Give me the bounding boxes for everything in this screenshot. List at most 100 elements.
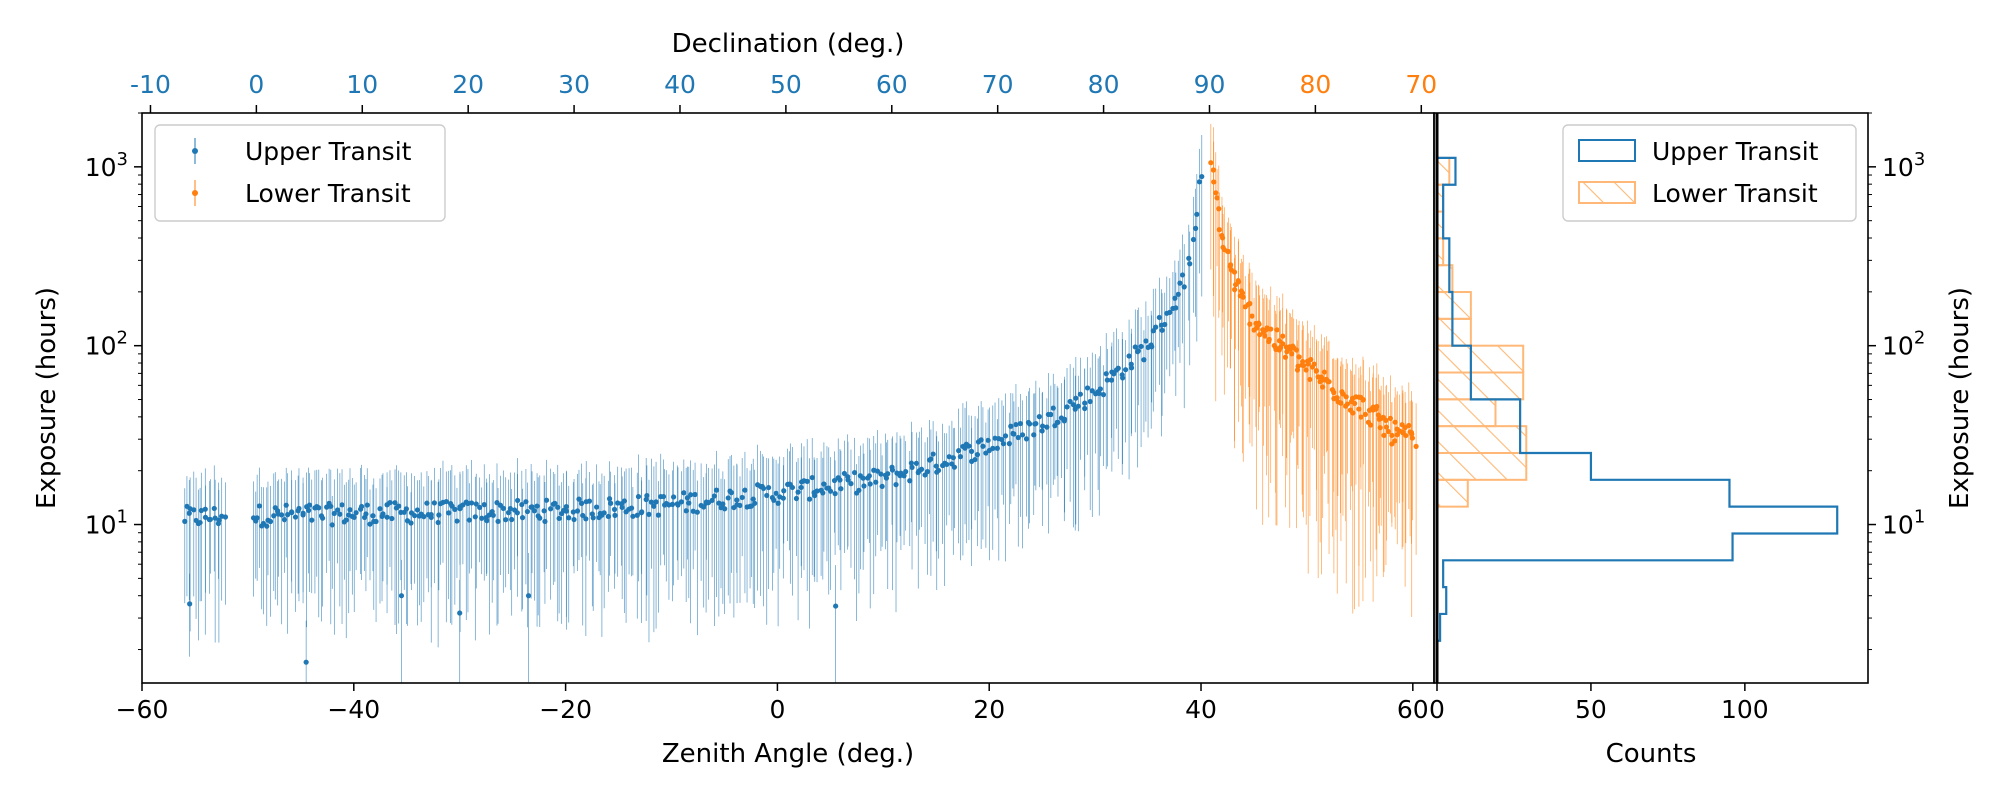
data-point bbox=[1266, 336, 1272, 343]
data-point bbox=[1104, 377, 1110, 383]
data-point bbox=[285, 512, 291, 518]
data-point bbox=[1256, 321, 1262, 327]
data-point bbox=[479, 515, 485, 521]
upper-transit-histogram bbox=[1435, 131, 1839, 668]
data-point bbox=[1381, 432, 1387, 438]
data-point bbox=[541, 508, 547, 514]
lower-transit-legend-marker bbox=[192, 190, 198, 196]
data-point bbox=[701, 504, 707, 510]
data-point bbox=[1181, 284, 1187, 290]
data-point bbox=[635, 493, 642, 500]
lower-transit-legend-label: Lower Transit bbox=[245, 179, 411, 208]
y-axis-label: Exposure (hours) bbox=[32, 287, 62, 509]
data-point bbox=[435, 519, 441, 526]
data-point bbox=[531, 508, 537, 514]
data-point bbox=[593, 504, 600, 510]
data-point bbox=[1232, 287, 1238, 293]
data-point bbox=[387, 499, 393, 506]
data-point bbox=[739, 494, 745, 501]
data-point bbox=[930, 451, 936, 457]
data-point bbox=[885, 471, 891, 477]
data-point bbox=[1293, 347, 1300, 353]
data-point bbox=[1019, 432, 1026, 438]
data-point bbox=[1262, 333, 1268, 339]
data-point bbox=[883, 475, 889, 481]
data-point bbox=[1015, 434, 1021, 441]
lower-transit-hist-legend-swatch bbox=[1578, 181, 1636, 204]
data-point bbox=[472, 514, 478, 520]
data-point bbox=[781, 488, 787, 494]
declination-tick-label: 80 bbox=[1088, 70, 1120, 99]
data-point bbox=[1082, 400, 1088, 406]
x-tick-label: −20 bbox=[539, 695, 592, 724]
data-point bbox=[795, 489, 801, 495]
data-point bbox=[343, 517, 349, 523]
histogram-bar bbox=[1436, 317, 1472, 347]
data-point bbox=[1225, 248, 1231, 255]
data-point bbox=[1377, 425, 1383, 431]
data-point bbox=[1331, 389, 1337, 396]
data-point bbox=[495, 518, 501, 524]
data-point bbox=[1120, 375, 1126, 381]
data-point bbox=[443, 498, 449, 505]
data-point bbox=[353, 510, 359, 516]
data-point bbox=[648, 499, 654, 505]
data-point bbox=[563, 504, 569, 510]
data-point bbox=[306, 502, 313, 508]
declination-tick-label: 80 bbox=[1299, 70, 1331, 99]
data-point bbox=[202, 514, 209, 520]
data-point bbox=[962, 445, 968, 451]
data-point bbox=[1253, 325, 1260, 331]
data-point bbox=[1356, 406, 1362, 412]
data-point bbox=[555, 504, 561, 510]
data-point bbox=[1193, 225, 1199, 231]
data-point bbox=[283, 502, 289, 508]
data-point bbox=[329, 522, 335, 528]
data-point bbox=[874, 468, 881, 474]
y-tick-label: 102 bbox=[85, 328, 128, 361]
data-point bbox=[621, 498, 628, 504]
data-point bbox=[216, 517, 222, 523]
data-point bbox=[1177, 280, 1183, 286]
data-point bbox=[1055, 419, 1061, 425]
data-point bbox=[1149, 344, 1155, 350]
data-point bbox=[580, 512, 586, 519]
data-point bbox=[1280, 341, 1286, 347]
data-point bbox=[1249, 313, 1255, 319]
data-point bbox=[1240, 294, 1246, 300]
data-point bbox=[1132, 344, 1138, 350]
declination-tick-label: 70 bbox=[982, 70, 1014, 99]
data-point bbox=[1033, 420, 1039, 427]
data-point bbox=[1216, 206, 1222, 212]
data-point bbox=[1352, 400, 1358, 407]
data-point bbox=[1282, 354, 1289, 360]
data-point bbox=[694, 509, 700, 515]
data-point bbox=[212, 515, 218, 521]
data-point bbox=[985, 437, 991, 443]
data-point bbox=[1303, 367, 1309, 373]
data-point bbox=[771, 497, 777, 503]
upper-transit-hist-legend-swatch bbox=[1578, 139, 1636, 162]
data-point bbox=[303, 659, 309, 665]
data-point bbox=[1211, 179, 1217, 185]
data-point bbox=[1073, 395, 1079, 401]
data-point bbox=[1000, 441, 1006, 447]
data-point bbox=[856, 487, 862, 493]
data-point bbox=[537, 515, 543, 521]
data-point bbox=[978, 437, 984, 443]
data-point bbox=[1077, 391, 1083, 397]
scatter-legend: Upper Transit Lower Transit bbox=[154, 124, 446, 222]
data-point bbox=[634, 512, 640, 518]
declination-tick-label: 0 bbox=[248, 70, 264, 99]
data-point bbox=[1257, 332, 1263, 338]
data-point bbox=[566, 515, 572, 521]
data-point bbox=[583, 516, 589, 522]
data-point bbox=[452, 506, 458, 512]
data-point bbox=[956, 448, 962, 454]
data-point bbox=[514, 510, 520, 516]
data-point bbox=[1403, 432, 1409, 439]
data-point bbox=[722, 506, 728, 512]
data-point bbox=[734, 497, 740, 503]
data-point bbox=[1343, 394, 1349, 400]
data-point bbox=[867, 481, 873, 487]
